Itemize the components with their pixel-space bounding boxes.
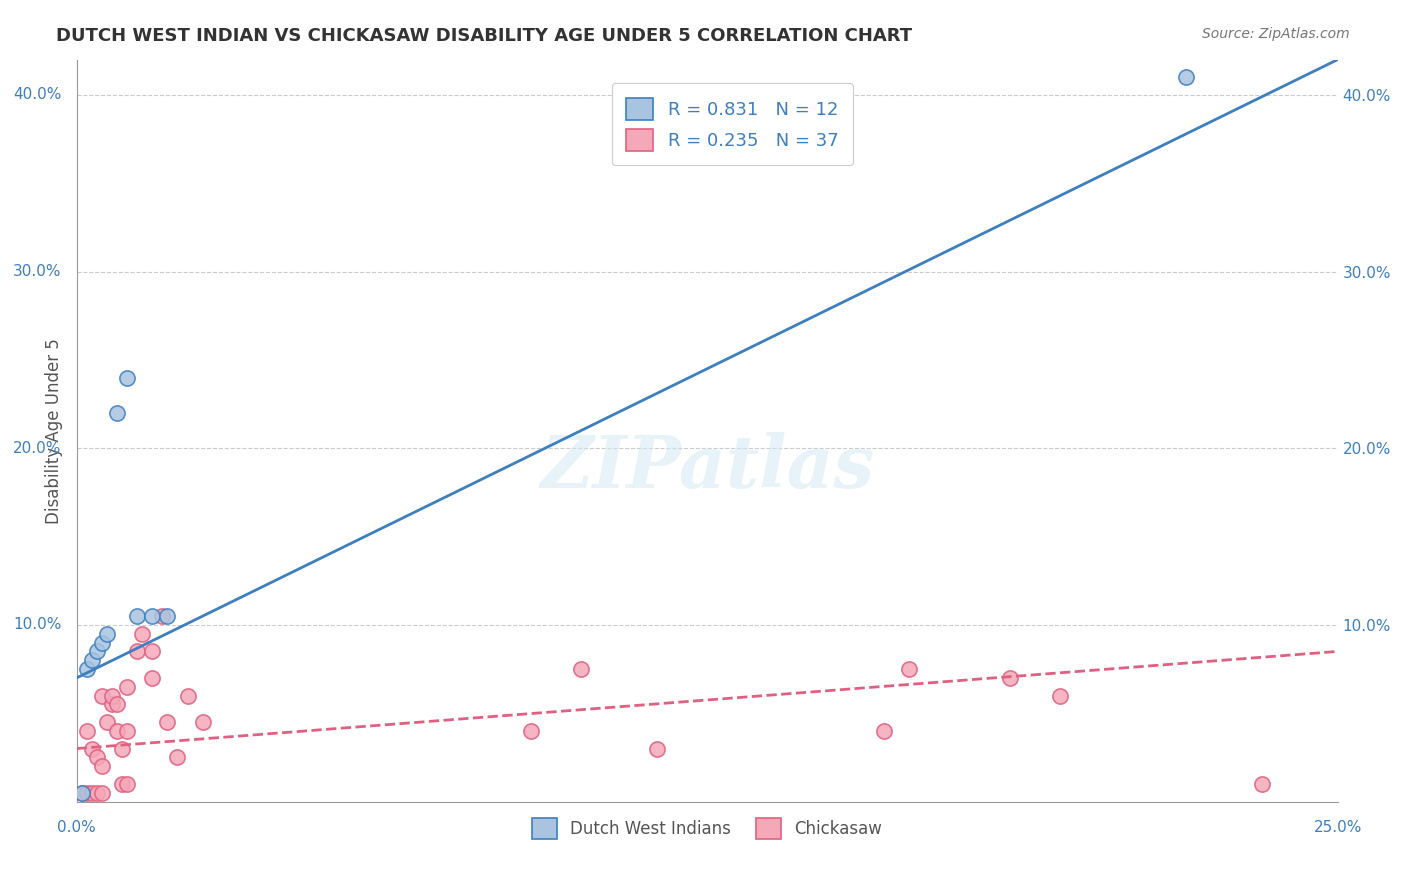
Point (519, 723, 541, 738)
Point (645, 741, 668, 756)
Point (86, 750, 108, 764)
Point (111, 777, 134, 791)
Legend: Dutch West Indians, Chickasaw: Dutch West Indians, Chickasaw (526, 812, 889, 846)
Point (105, 406, 128, 420)
Point (141, 644, 163, 658)
Point (80, 786, 103, 800)
Point (115, 777, 138, 791)
Point (80, 741, 103, 756)
Point (127, 609, 149, 624)
Point (101, 689, 124, 703)
Point (76, 723, 98, 738)
Point (76, 786, 98, 800)
Point (141, 671, 163, 685)
Point (101, 698, 124, 712)
Point (131, 626, 153, 640)
Point (127, 644, 149, 658)
Point (105, 723, 128, 738)
Text: 30.0%: 30.0% (13, 264, 62, 279)
Text: Source: ZipAtlas.com: Source: ZipAtlas.com (1202, 27, 1350, 41)
Point (1251, 777, 1274, 791)
Point (90, 635, 112, 649)
Point (176, 689, 198, 703)
Text: 40.0%: 40.0% (13, 87, 62, 103)
Point (897, 662, 920, 676)
Point (166, 750, 188, 764)
Text: DUTCH WEST INDIAN VS CHICKASAW DISABILITY AGE UNDER 5 CORRELATION CHART: DUTCH WEST INDIAN VS CHICKASAW DISABILIT… (56, 27, 912, 45)
Point (998, 671, 1021, 685)
Point (90, 786, 112, 800)
Point (141, 609, 163, 624)
Point (86, 786, 108, 800)
Point (156, 609, 179, 624)
Point (90, 759, 112, 773)
Point (96, 715, 118, 730)
Point (115, 680, 138, 694)
Point (86, 644, 108, 658)
Text: 20.0%: 20.0% (13, 441, 62, 456)
Point (70, 786, 93, 800)
Point (76, 662, 98, 676)
Text: 10.0%: 10.0% (13, 617, 62, 632)
Y-axis label: Disability Age Under 5: Disability Age Under 5 (45, 338, 63, 524)
Point (569, 662, 592, 676)
Text: ZIPatlas: ZIPatlas (540, 433, 875, 503)
Point (150, 609, 173, 624)
Point (115, 723, 138, 738)
Point (80, 653, 103, 667)
Point (70, 786, 93, 800)
Point (111, 741, 134, 756)
Point (1175, 70, 1198, 85)
Point (191, 715, 214, 730)
Point (115, 370, 138, 384)
Point (156, 715, 179, 730)
Point (1049, 689, 1071, 703)
Point (872, 723, 894, 738)
Point (90, 689, 112, 703)
Point (105, 698, 128, 712)
Text: 0.0%: 0.0% (58, 820, 96, 835)
Point (96, 626, 118, 640)
Text: 25.0%: 25.0% (1313, 820, 1362, 835)
